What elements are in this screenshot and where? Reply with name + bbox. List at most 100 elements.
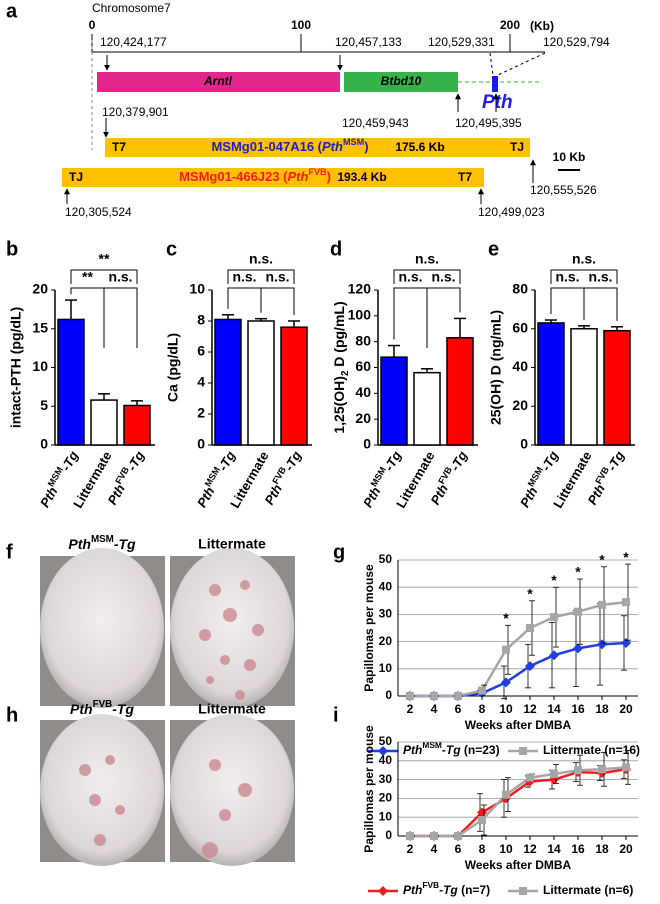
legend-label: Littermate (n=6) <box>543 883 633 897</box>
y-tick-label: 40 <box>512 358 528 374</box>
panel-label: b <box>6 238 18 260</box>
x-tick-label: 2 <box>407 842 414 856</box>
y-tick-label: 0 <box>385 688 392 702</box>
clone-end: TJ <box>510 140 524 154</box>
clone-bar <box>62 168 484 187</box>
significance: * <box>551 572 557 588</box>
photo <box>40 548 295 866</box>
clone-bar <box>105 138 530 157</box>
point <box>550 769 558 778</box>
x-tick-label: 12 <box>523 842 537 856</box>
coordinate: 120,305,524 <box>65 205 132 219</box>
photo-title: Littermate <box>198 536 266 552</box>
significance: * <box>527 586 533 602</box>
y-tick-label: 10 <box>379 809 393 823</box>
x-tick-label: 14 <box>547 842 561 856</box>
significance: * <box>575 564 581 580</box>
bracket <box>103 287 138 348</box>
x-tick-label: 12 <box>523 702 537 716</box>
bracket-label: n.s. <box>572 251 596 267</box>
bracket-label: n.s. <box>588 269 612 285</box>
x-tick-label: 10 <box>499 842 513 856</box>
gene <box>492 76 498 92</box>
x-tick-label: 18 <box>595 702 609 716</box>
bracket <box>260 287 295 315</box>
point <box>574 766 582 775</box>
coordinate: 120,379,901 <box>102 105 169 119</box>
point <box>502 645 510 654</box>
y-axis-label: 25(OH) D (ng/mL) <box>488 310 504 425</box>
bar <box>380 356 408 446</box>
panel-label: f <box>6 541 13 563</box>
y-tick-label: 0 <box>363 436 371 452</box>
point <box>526 773 534 782</box>
point <box>430 692 438 700</box>
point <box>378 746 388 756</box>
point <box>598 765 606 774</box>
x-axis-label: Weeks after DMBA <box>465 718 572 732</box>
coordinate: 120,495,395 <box>455 116 522 130</box>
x-tick-label: 8 <box>479 702 486 716</box>
y-tick-label: 40 <box>379 579 393 593</box>
scale: 0 100 200 <box>89 18 545 53</box>
y-tick-label: 4 <box>197 374 205 390</box>
point <box>477 807 487 818</box>
scale-tick-label: 0 <box>89 18 96 32</box>
panel-label: g <box>333 541 345 563</box>
x-tick-label: 20 <box>619 842 633 856</box>
photo-title: PthFVB-Tg <box>70 699 134 717</box>
significance: * <box>623 549 629 565</box>
gene-label: Pth <box>482 92 513 113</box>
bracket-label: ** <box>82 269 93 285</box>
series-line <box>410 600 627 698</box>
gene <box>97 72 340 92</box>
point <box>519 747 527 755</box>
bar <box>214 318 242 446</box>
panel-label: h <box>6 704 18 726</box>
y-tick-label: 10 <box>379 661 393 675</box>
bracket-label: n.s. <box>555 269 579 285</box>
significance: * <box>599 552 605 568</box>
y-axis-label: Papillomas per mouse <box>362 564 376 692</box>
point <box>406 692 414 700</box>
y-tick-label: 60 <box>355 358 371 374</box>
y-tick-label: 6 <box>197 343 205 359</box>
scale-bar-label: 10 Kb <box>553 150 586 164</box>
y-tick-label: 5 <box>40 397 48 413</box>
y-tick-label: 0 <box>40 436 48 452</box>
point <box>378 886 388 896</box>
scale-tick-label: 100 <box>291 18 311 32</box>
x-axis-label: Weeks after DMBA <box>465 858 572 872</box>
y-tick-label: 10 <box>189 281 205 297</box>
x-tick-label: 14 <box>547 702 561 716</box>
bracket <box>550 287 585 320</box>
bracket-label: n.s. <box>249 251 273 267</box>
y-axis-label: Ca (pg/dL) <box>165 333 181 402</box>
bar <box>570 328 598 446</box>
point <box>454 692 462 700</box>
bracket <box>583 287 618 321</box>
bracket-label: ** <box>99 251 110 267</box>
x-tick-label: 10 <box>499 702 513 716</box>
legend-label: PthFVB-Tg (n=7) <box>403 880 490 897</box>
y-tick-label: 20 <box>512 397 528 413</box>
bracket-label: n.s. <box>415 251 439 267</box>
y-tick-label: 50 <box>379 552 393 566</box>
panel-label: i <box>333 704 339 726</box>
bracket <box>227 269 295 284</box>
point <box>430 832 438 840</box>
bar <box>247 320 275 446</box>
x-tick-label: 20 <box>619 702 633 716</box>
gene-label: Arntl <box>203 74 233 88</box>
y-tick-label: 0 <box>197 436 205 452</box>
point <box>501 677 511 688</box>
bracket-label: n.s. <box>265 269 289 285</box>
y-axis-label: intact-PTH (pg/dL) <box>8 307 24 428</box>
y-tick-label: 50 <box>379 734 393 748</box>
legend-label: Littermate (n=16) <box>543 743 640 757</box>
x-tick-label: 4 <box>431 842 438 856</box>
bracket-label: n.s. <box>108 269 132 285</box>
y-tick-label: 20 <box>32 281 48 297</box>
point <box>598 600 606 609</box>
